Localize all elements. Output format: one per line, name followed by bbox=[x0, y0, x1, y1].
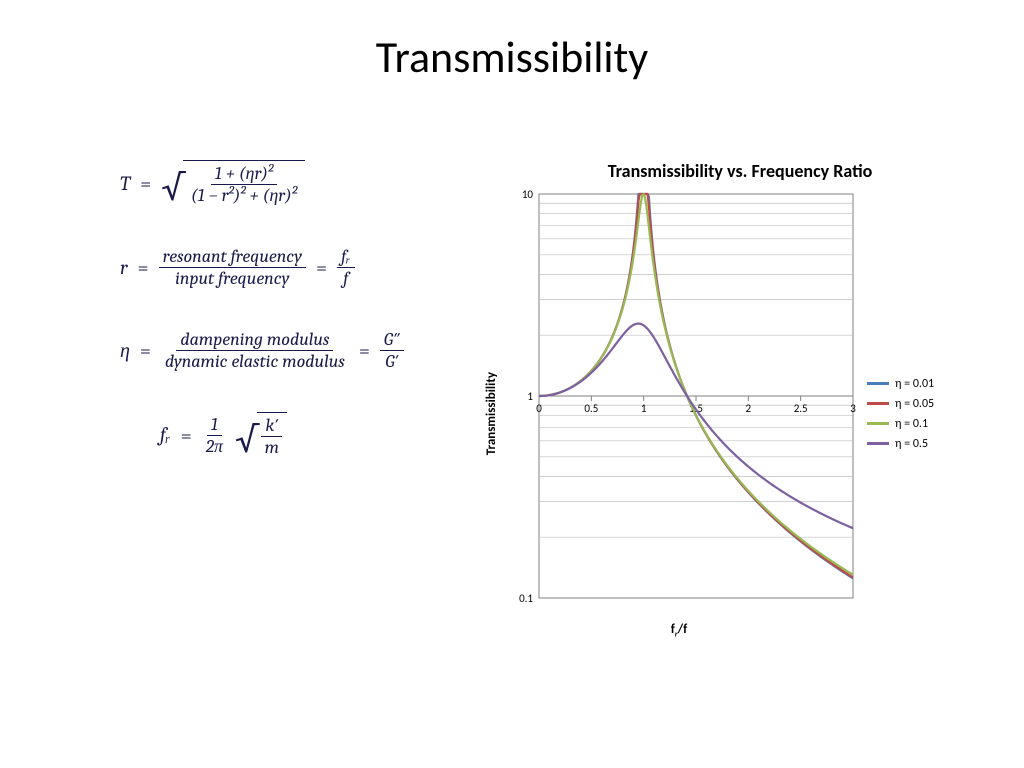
svg-text:2: 2 bbox=[746, 402, 752, 415]
slide: Transmissibility T = 1 + (ηr)² (1 − r²)²… bbox=[0, 0, 1024, 768]
svg-text:1: 1 bbox=[641, 402, 647, 415]
eq-r-num-words: resonant frequency bbox=[159, 246, 306, 268]
legend-item: η = 0.1 bbox=[867, 417, 934, 431]
eq-T: T = 1 + (ηr)² (1 − r²)² + (ηr)² bbox=[120, 160, 460, 206]
eq-r-lhs: r bbox=[120, 256, 128, 279]
eq-fr-lhs: fᵣ bbox=[160, 423, 171, 447]
legend-swatch bbox=[867, 402, 889, 405]
eq-eta-den-words: dynamic elastic modulus bbox=[161, 351, 349, 372]
legend-label: η = 0.5 bbox=[895, 437, 928, 451]
chart-legend: η = 0.01 η = 0.05 η = 0.1 η = 0.5 bbox=[867, 371, 934, 457]
svg-text:0: 0 bbox=[536, 402, 542, 415]
chart-title: Transmissibility vs. Frequency Ratio bbox=[480, 160, 1000, 182]
eq-fr-rad-den: m bbox=[261, 437, 283, 458]
eq-eta-den-sym: G′ bbox=[381, 351, 402, 372]
legend-swatch bbox=[867, 422, 889, 425]
svg-text:0.5: 0.5 bbox=[584, 402, 598, 415]
svg-text:1: 1 bbox=[527, 390, 533, 403]
legend-swatch bbox=[867, 442, 889, 445]
chart-ylabel: Transmissibility bbox=[480, 372, 499, 455]
eq-eta: η = dampening modulus dynamic elastic mo… bbox=[120, 329, 460, 372]
chart-container: Transmissibility vs. Frequency Ratio Tra… bbox=[480, 160, 1000, 640]
eq-fr-coef-den: 2π bbox=[202, 436, 227, 457]
svg-text:0.1: 0.1 bbox=[519, 592, 533, 605]
legend-item: η = 0.5 bbox=[867, 437, 934, 451]
legend-label: η = 0.05 bbox=[895, 397, 934, 411]
legend-label: η = 0.1 bbox=[895, 417, 928, 431]
eq-r-den-sym: f bbox=[339, 268, 352, 289]
eq-fr-rad-num: k′ bbox=[261, 415, 282, 437]
eq-eta-lhs: η bbox=[120, 339, 130, 363]
svg-text:2.5: 2.5 bbox=[794, 402, 808, 415]
eq-r: r = resonant frequency input frequency =… bbox=[120, 246, 460, 289]
legend-swatch bbox=[867, 382, 889, 385]
legend-item: η = 0.05 bbox=[867, 397, 934, 411]
legend-label: η = 0.01 bbox=[895, 377, 934, 391]
page-title: Transmissibility bbox=[0, 30, 1024, 84]
equations-block: T = 1 + (ηr)² (1 − r²)² + (ηr)² r = reso… bbox=[120, 160, 460, 498]
eq-fr: fᵣ = 1 2π k′ m bbox=[160, 412, 460, 458]
eq-eta-num-sym: G″ bbox=[380, 329, 404, 351]
chart-plot: 00.511.522.530.1110 bbox=[499, 188, 859, 618]
svg-text:10: 10 bbox=[522, 188, 534, 201]
eq-eta-num-words: dampening modulus bbox=[176, 329, 333, 351]
eq-r-num-sym: fᵣ bbox=[337, 246, 355, 268]
chart-xlabel: fr/f bbox=[671, 622, 688, 640]
svg-text:3: 3 bbox=[850, 402, 856, 415]
eq-T-den: (1 − r²)² + (ηr)² bbox=[187, 185, 301, 206]
eq-fr-coef-num: 1 bbox=[207, 414, 222, 436]
eq-T-num: 1 + (ηr)² bbox=[211, 163, 278, 185]
legend-item: η = 0.01 bbox=[867, 377, 934, 391]
eq-T-lhs: T bbox=[120, 172, 130, 195]
eq-r-den-words: input frequency bbox=[171, 268, 293, 289]
